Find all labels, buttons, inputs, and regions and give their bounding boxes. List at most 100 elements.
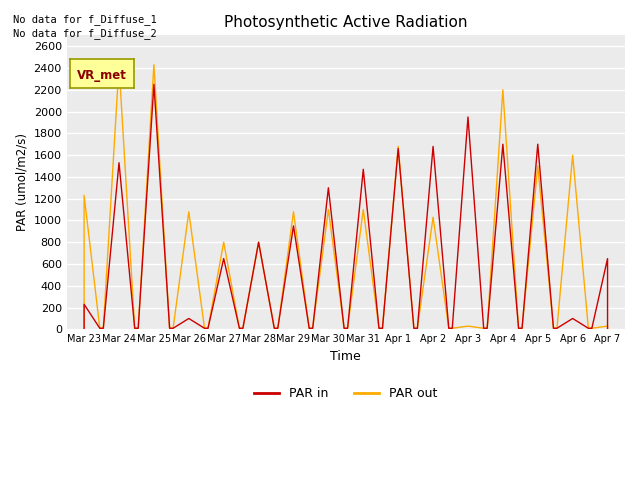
PAR out [604, 325, 611, 331]
PAR out [80, 192, 88, 198]
PAR out [150, 62, 157, 68]
PAR out [80, 325, 88, 331]
PAR in [379, 325, 387, 331]
PAR out [410, 325, 418, 331]
PAR in [410, 325, 418, 331]
PAR in [220, 256, 228, 262]
PAR out [584, 325, 592, 331]
PAR out [518, 325, 526, 331]
PAR in [169, 325, 177, 331]
PAR out [340, 325, 348, 331]
PAR in [204, 325, 212, 331]
PAR out [360, 207, 367, 213]
PAR out [534, 163, 541, 169]
PAR in [534, 141, 541, 147]
PAR in [80, 301, 88, 307]
PAR out [413, 325, 421, 331]
PAR out [185, 209, 193, 215]
PAR in [99, 325, 107, 331]
PAR out [588, 325, 596, 331]
PAR in [604, 325, 611, 331]
PAR out [394, 144, 402, 149]
Y-axis label: PAR (umol/m2/s): PAR (umol/m2/s) [15, 133, 28, 231]
PAR in [480, 325, 488, 331]
PAR in [550, 325, 557, 331]
PAR out [96, 325, 104, 331]
PAR in [239, 325, 247, 331]
PAR out [166, 325, 173, 331]
PAR in [569, 315, 577, 321]
PAR out [375, 325, 383, 331]
PAR out [220, 240, 228, 245]
PAR in [360, 167, 367, 172]
PAR out [604, 323, 611, 329]
PAR in [515, 325, 522, 331]
PAR out [550, 325, 557, 331]
PAR in [80, 325, 88, 331]
PAR in [340, 325, 348, 331]
PAR out [274, 325, 282, 331]
PAR in [483, 325, 491, 331]
Line: PAR out: PAR out [84, 65, 607, 328]
PAR in [344, 325, 351, 331]
PAR in [271, 325, 278, 331]
PAR out [344, 325, 351, 331]
PAR in [166, 325, 173, 331]
PAR in [499, 141, 507, 147]
PAR out [169, 325, 177, 331]
PAR in [429, 144, 437, 149]
PAR in [150, 82, 157, 87]
PAR in [464, 114, 472, 120]
PAR out [305, 325, 313, 331]
PAR in [445, 325, 452, 331]
Line: PAR in: PAR in [84, 84, 607, 328]
PAR in [588, 325, 596, 331]
Text: No data for f_Diffuse_2: No data for f_Diffuse_2 [13, 28, 157, 39]
PAR out [515, 325, 522, 331]
PAR in [518, 325, 526, 331]
PAR in [394, 146, 402, 152]
PAR out [115, 62, 123, 68]
PAR in [185, 315, 193, 321]
PAR out [324, 207, 332, 213]
PAR in [255, 240, 262, 245]
PAR in [604, 256, 611, 262]
PAR in [134, 325, 142, 331]
PAR out [131, 325, 138, 331]
PAR out [290, 209, 298, 215]
PAR in [375, 325, 383, 331]
PAR out [309, 325, 317, 331]
PAR in [305, 325, 313, 331]
PAR out [480, 325, 488, 331]
PAR out [429, 214, 437, 220]
PAR out [379, 325, 387, 331]
Text: No data for f_Diffuse_1: No data for f_Diffuse_1 [13, 13, 157, 24]
PAR in [201, 325, 209, 331]
PAR out [464, 323, 472, 329]
PAR in [324, 185, 332, 191]
PAR in [290, 223, 298, 229]
Title: Photosynthetic Active Radiation: Photosynthetic Active Radiation [224, 15, 468, 30]
PAR out [204, 325, 212, 331]
PAR in [236, 325, 243, 331]
PAR in [115, 160, 123, 166]
PAR out [236, 325, 243, 331]
PAR out [553, 325, 561, 331]
PAR in [131, 325, 138, 331]
Text: VR_met: VR_met [77, 69, 127, 82]
PAR in [413, 325, 421, 331]
PAR out [483, 325, 491, 331]
PAR in [309, 325, 317, 331]
PAR in [274, 325, 282, 331]
PAR out [449, 325, 456, 331]
PAR out [255, 240, 262, 245]
Legend: PAR in, PAR out: PAR in, PAR out [250, 383, 442, 406]
PAR out [134, 325, 142, 331]
PAR in [584, 325, 592, 331]
PAR out [271, 325, 278, 331]
PAR out [201, 325, 209, 331]
PAR out [569, 152, 577, 158]
X-axis label: Time: Time [330, 350, 361, 363]
PAR out [239, 325, 247, 331]
PAR in [449, 325, 456, 331]
